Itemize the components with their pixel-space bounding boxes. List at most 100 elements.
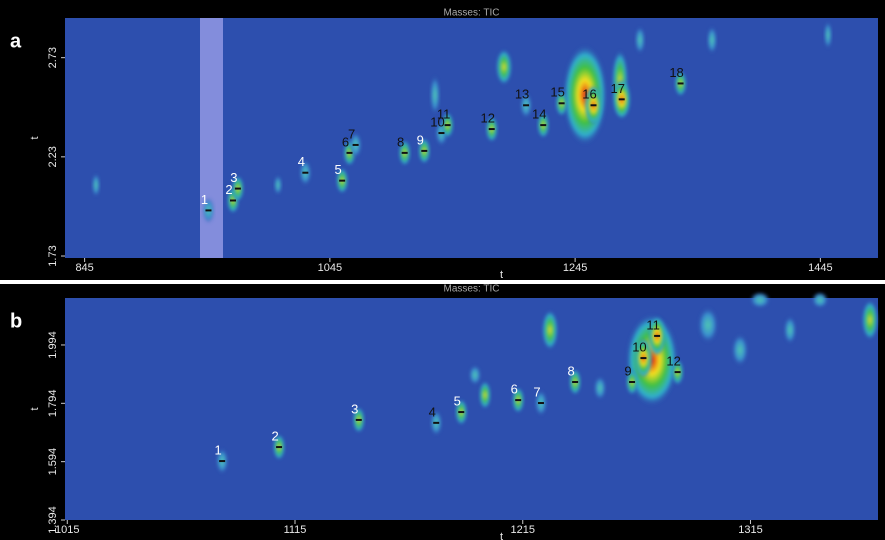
x-tick-label: 1115 <box>284 524 307 536</box>
peak-marker <box>205 209 211 211</box>
y-tick-label: 1.794 <box>47 390 59 418</box>
plot-area <box>65 18 878 258</box>
peak-marker <box>421 150 427 152</box>
peak-label: 17 <box>610 81 624 96</box>
panel-label: a <box>10 30 22 52</box>
peak-marker <box>356 419 362 421</box>
peak-label: 3 <box>351 401 358 416</box>
peak-spot <box>469 365 481 385</box>
x-tick-label: 1445 <box>808 262 832 274</box>
y-tick-label: 1.994 <box>47 331 59 359</box>
peak-marker <box>538 402 544 404</box>
peak-label: 11 <box>437 107 451 122</box>
peak-marker <box>540 124 546 126</box>
peak-label: 2 <box>271 429 278 444</box>
peak-marker <box>433 422 439 424</box>
peak-spot <box>635 26 645 54</box>
y-tick-label: 2.23 <box>47 146 59 167</box>
peak-label: 10 <box>632 340 646 355</box>
peak-marker <box>591 104 597 106</box>
peak-marker <box>489 128 495 130</box>
peak-spot <box>92 173 100 197</box>
peak-label: 16 <box>582 87 596 102</box>
peak-label: 9 <box>417 132 424 147</box>
peak-marker <box>276 446 282 448</box>
peak-spot <box>698 307 718 343</box>
peak-marker <box>654 335 660 337</box>
panel-label: b <box>10 310 22 332</box>
peak-marker <box>219 460 225 462</box>
peak-marker <box>640 357 646 359</box>
peak-spot <box>812 292 828 308</box>
peak-marker <box>353 144 359 146</box>
x-axis-label: t <box>500 531 503 540</box>
y-axis-label: t <box>29 407 41 410</box>
peak-marker <box>458 411 464 413</box>
peak-marker <box>572 381 578 383</box>
peak-marker <box>678 82 684 84</box>
peak-marker <box>523 104 529 106</box>
peak-spot <box>479 381 491 409</box>
peak-label: 5 <box>335 162 342 177</box>
peak-spot <box>542 310 558 350</box>
peak-label: 1 <box>201 192 208 207</box>
peak-label: 5 <box>454 394 461 409</box>
peak-label: 9 <box>624 363 631 378</box>
peak-spot <box>732 334 748 366</box>
peak-label: 8 <box>397 134 404 149</box>
peak-label: 12 <box>666 354 680 369</box>
peak-label: 4 <box>298 154 305 169</box>
x-tick-label: 1045 <box>318 262 342 274</box>
peak-marker <box>559 102 565 104</box>
peak-marker <box>675 371 681 373</box>
peak-marker <box>445 124 451 126</box>
x-tick-label: 1315 <box>738 524 762 536</box>
x-tick-label: 845 <box>75 262 93 274</box>
peak-spot <box>862 300 878 340</box>
plot-area <box>65 298 878 520</box>
x-axis-label: t <box>500 269 503 281</box>
y-axis-label: t <box>29 136 41 139</box>
peak-label: 6 <box>511 382 518 397</box>
peak-spot <box>750 292 770 308</box>
peak-spot <box>784 316 796 344</box>
x-tick-label: 1245 <box>563 262 587 274</box>
y-tick-label: 1.394 <box>47 506 59 534</box>
peak-spot <box>824 21 832 49</box>
peak-label: 3 <box>230 170 237 185</box>
peak-label: 7 <box>348 126 355 141</box>
peak-label: 18 <box>669 65 683 80</box>
peak-marker <box>346 152 352 154</box>
peak-spot <box>496 49 512 85</box>
peak-marker <box>230 199 236 201</box>
peak-marker <box>302 172 308 174</box>
peak-label: 7 <box>533 384 540 399</box>
peak-label: 15 <box>550 85 564 100</box>
y-tick-label: 1.594 <box>47 448 59 476</box>
highlight-band <box>200 18 223 258</box>
divider <box>0 280 885 284</box>
peak-spot <box>707 26 717 54</box>
peak-spot <box>274 175 282 195</box>
peak-marker <box>629 381 635 383</box>
peak-marker <box>438 132 444 134</box>
y-tick-label: 1.73 <box>47 245 59 266</box>
y-tick-label: 2.73 <box>47 47 59 68</box>
figure: Masses: TICa1234567891011121314151617188… <box>0 0 885 540</box>
peak-label: 13 <box>515 87 529 102</box>
peak-spot <box>594 376 606 400</box>
peak-label: 12 <box>480 111 494 126</box>
peak-label: 14 <box>532 107 546 122</box>
peak-marker <box>515 399 521 401</box>
peak-marker <box>339 180 345 182</box>
peak-label: 8 <box>568 363 575 378</box>
peak-marker <box>619 98 625 100</box>
peak-label: 11 <box>646 317 660 332</box>
peak-marker <box>235 188 241 190</box>
peak-label: 1 <box>215 443 222 458</box>
peak-label: 4 <box>429 404 436 419</box>
peak-marker <box>402 152 408 154</box>
panel-title: Masses: TIC <box>444 284 500 295</box>
